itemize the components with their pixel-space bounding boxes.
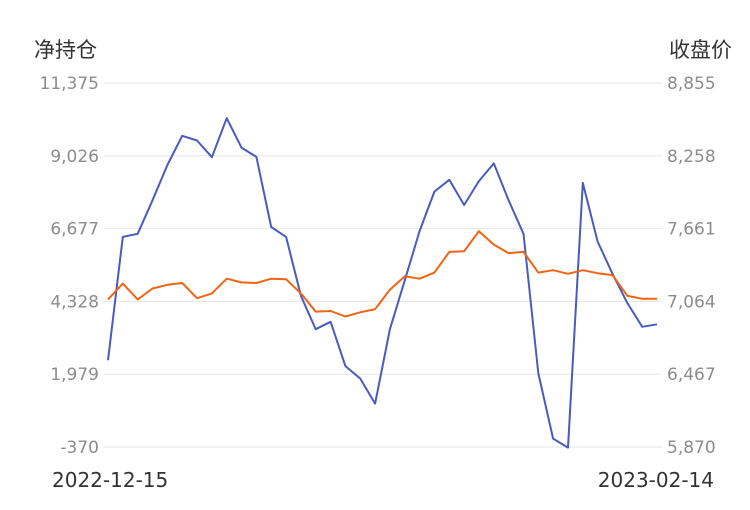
left-axis-ticks: 11,375 9,026 6,677 4,328 1,979 -370	[40, 74, 99, 458]
left-tick-label: 1,979	[50, 365, 99, 385]
right-tick-label: 5,870	[667, 438, 716, 458]
right-tick-label: 6,467	[667, 365, 716, 385]
series-lines	[107, 117, 658, 449]
left-tick-label: 6,677	[50, 220, 99, 240]
right-axis-ticks: 8,855 8,258 7,661 7,064 6,467 5,870	[667, 74, 716, 458]
net-position-line	[107, 117, 658, 449]
right-tick-label: 8,258	[667, 147, 716, 167]
x-axis-end-label: 2023-02-14	[597, 468, 714, 492]
right-tick-label: 7,064	[667, 292, 716, 312]
right-axis-title: 收盘价	[669, 38, 732, 62]
left-tick-label: 11,375	[40, 74, 99, 94]
right-tick-label: 8,855	[667, 74, 716, 94]
close-price-line	[107, 230, 657, 318]
left-tick-label: 4,328	[50, 292, 99, 312]
right-tick-label: 7,661	[667, 220, 716, 240]
left-axis-title: 净持仓	[34, 38, 97, 62]
x-axis-start-label: 2022-12-15	[52, 468, 169, 492]
left-tick-label: 9,026	[50, 147, 99, 167]
left-tick-label: -370	[60, 438, 99, 458]
